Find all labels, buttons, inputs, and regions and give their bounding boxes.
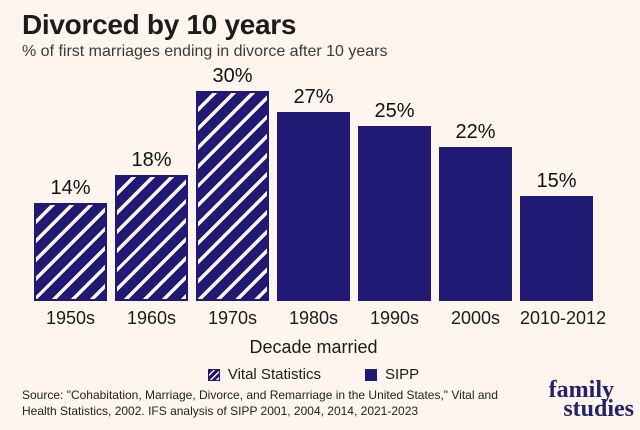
- bar-column-1970s: 30%: [196, 65, 269, 301]
- bar-value-label: 22%: [455, 121, 496, 143]
- bars-row: 14% 18% 30% 27% 25% 22% 15%: [34, 65, 593, 301]
- source-note: Source: "Cohabitation, Marriage, Divorce…: [22, 387, 527, 419]
- solid-swatch-icon: [364, 368, 377, 381]
- bar-2000s: [439, 147, 512, 301]
- bar-value-label: 15%: [536, 170, 577, 192]
- x-tick-2010-2012: 2010-2012: [520, 308, 607, 328]
- bar-2010-2012: [520, 196, 593, 301]
- bar-value-label: 30%: [212, 65, 253, 87]
- legend-item-vital-statistics: Vital Statistics: [207, 366, 321, 383]
- x-tick-1970s: 1970s: [207, 308, 258, 328]
- chart-header: Divorced by 10 years % of first marriage…: [22, 10, 388, 61]
- bar-1980s: [277, 112, 350, 301]
- bar-value-label: 27%: [293, 86, 334, 108]
- bar-1990s: [358, 126, 431, 301]
- x-axis-title: Decade married: [249, 337, 378, 357]
- logo-text: studies: [563, 396, 634, 422]
- bar-column-1980s: 27%: [277, 86, 350, 301]
- bar-value-label: 18%: [131, 149, 172, 171]
- source-line: Health Statistics, 2002. IFS analysis of…: [22, 404, 419, 418]
- x-tick-1980s: 1980s: [288, 308, 339, 328]
- chart-title: Divorced by 10 years: [22, 9, 297, 40]
- x-tick-1990s: 1990s: [369, 308, 420, 328]
- bar-column-1990s: 25%: [358, 100, 431, 301]
- bar-1960s: [115, 175, 188, 301]
- family-studies-logo: family studies: [548, 377, 634, 422]
- legend: Vital Statistics SIPP: [34, 366, 593, 383]
- legend-item-sipp: SIPP: [364, 366, 420, 383]
- bar-1950s: [34, 203, 107, 301]
- bar-column-1960s: 18%: [115, 149, 188, 301]
- bar-value-label: 25%: [374, 100, 415, 122]
- legend-label: Vital Statistics: [227, 366, 321, 383]
- bar-column-1950s: 14%: [34, 177, 107, 301]
- x-tick-2000s: 2000s: [450, 308, 501, 328]
- bar-chart: 14% 18% 30% 27% 25% 22% 15% 1950s 1960s 1970s 198…: [34, 65, 607, 383]
- source-line: Source: "Cohabitation, Marriage, Divorce…: [22, 388, 498, 402]
- logo-text: family: [548, 377, 614, 403]
- bar-column-2000s: 22%: [439, 121, 512, 301]
- bar-column-2010-2012: 15%: [520, 170, 593, 301]
- x-tick-1950s: 1950s: [45, 308, 96, 328]
- ticks-row: 1950s 1960s 1970s 1980s 1990s 2000s 2010-2012: [34, 308, 607, 329]
- hatched-swatch-icon: [207, 368, 220, 381]
- bar-1970s: [196, 91, 269, 301]
- x-tick-1960s: 1960s: [126, 308, 177, 328]
- chart-subtitle: % of first marriages ending in divorce a…: [22, 43, 388, 60]
- bar-value-label: 14%: [50, 177, 91, 199]
- legend-label: SIPP: [384, 366, 420, 383]
